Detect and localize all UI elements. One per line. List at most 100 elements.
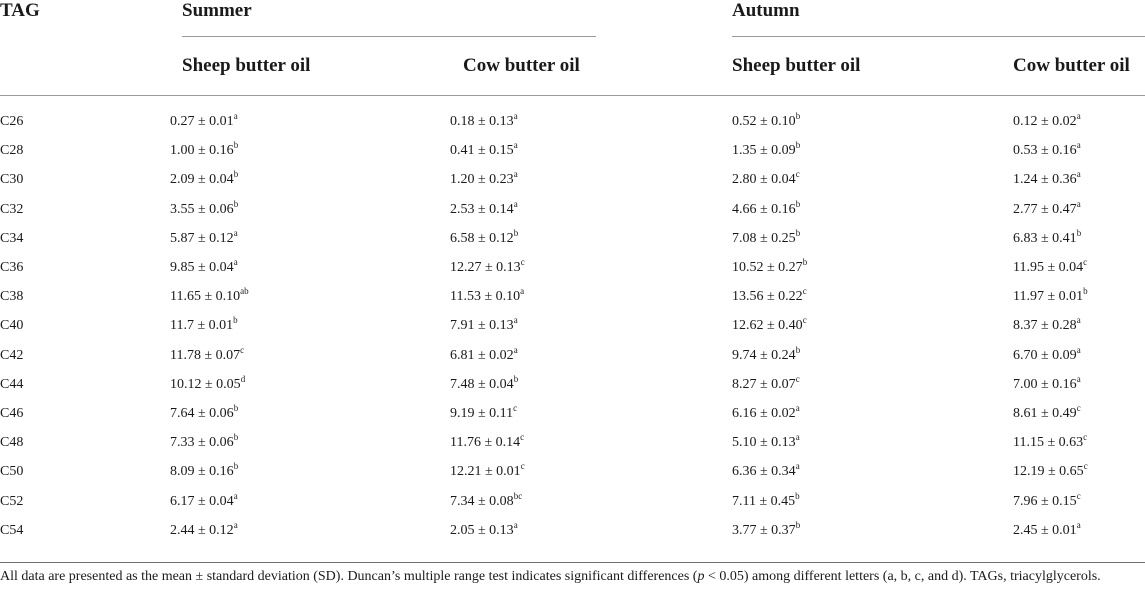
cell-value: 11.78 ± 0.07 bbox=[170, 348, 241, 363]
table-cell: 1.00 ± 0.16b bbox=[170, 140, 239, 159]
cell-superscript: a bbox=[1076, 315, 1081, 325]
row-tag: C44 bbox=[0, 377, 24, 392]
table-cell: 11.53 ± 0.10a bbox=[450, 286, 525, 305]
cell-value: 2.77 ± 0.47 bbox=[1013, 202, 1077, 217]
cell-value: 1.35 ± 0.09 bbox=[732, 143, 796, 158]
cell-superscript: b bbox=[795, 140, 801, 150]
cell-superscript: b bbox=[233, 461, 239, 471]
cell-value: 0.52 ± 0.10 bbox=[732, 114, 796, 129]
cell-superscript: c bbox=[795, 374, 800, 384]
table-cell: 7.00 ± 0.16a bbox=[1013, 375, 1081, 393]
cell-value: 9.19 ± 0.11 bbox=[450, 406, 514, 421]
table-cell: 12.62 ± 0.40c bbox=[732, 316, 807, 334]
cell-superscript: b bbox=[1083, 286, 1088, 296]
table-cell: 7.11 ± 0.45b bbox=[732, 492, 800, 510]
table-cell: 8.61 ± 0.49c bbox=[1013, 404, 1081, 422]
cell-superscript: b bbox=[233, 169, 239, 179]
cell-value: 11.95 ± 0.04 bbox=[1013, 260, 1084, 275]
cell-value: 3.77 ± 0.37 bbox=[732, 523, 796, 538]
cell-superscript: a bbox=[233, 491, 238, 501]
cell-value: 10.52 ± 0.27 bbox=[732, 260, 803, 275]
cell-superscript: b bbox=[513, 228, 519, 238]
header-tag: TAG bbox=[0, 0, 40, 21]
cell-superscript: a bbox=[520, 286, 525, 296]
cell-value: 1.24 ± 0.36 bbox=[1013, 172, 1077, 187]
cell-value: 8.27 ± 0.07 bbox=[732, 377, 796, 392]
cell-superscript: a bbox=[233, 111, 238, 121]
table-cell: 7.64 ± 0.06b bbox=[170, 403, 239, 422]
cell-value: 7.91 ± 0.13 bbox=[450, 318, 514, 333]
cell-superscript: a bbox=[795, 403, 800, 413]
cell-value: 7.96 ± 0.15 bbox=[1013, 494, 1077, 509]
cell-value: 7.11 ± 0.45 bbox=[732, 494, 796, 509]
cell-superscript: c bbox=[1083, 432, 1088, 442]
cell-superscript: a bbox=[513, 520, 518, 530]
table-cell: 11.76 ± 0.14c bbox=[450, 432, 525, 451]
table-cell: 2.77 ± 0.47a bbox=[1013, 200, 1081, 218]
cell-value: 6.36 ± 0.34 bbox=[732, 464, 796, 479]
row-tag: C48 bbox=[0, 435, 24, 450]
cell-superscript: c bbox=[795, 169, 800, 179]
header-summer-cow: Cow butter oil bbox=[463, 55, 580, 76]
table-cell: 0.52 ± 0.10b bbox=[732, 112, 800, 130]
cell-value: 7.64 ± 0.06 bbox=[170, 406, 234, 421]
cell-superscript: a bbox=[1076, 111, 1081, 121]
header-rule bbox=[0, 95, 1145, 96]
cell-superscript: b bbox=[233, 199, 239, 209]
row-tag: C34 bbox=[0, 231, 24, 246]
table-cell: 1.35 ± 0.09b bbox=[732, 140, 801, 159]
cell-value: 11.76 ± 0.14 bbox=[450, 435, 521, 450]
cell-superscript: b bbox=[233, 140, 239, 150]
header-autumn-sheep: Sheep butter oil bbox=[732, 55, 861, 76]
cell-value: 11.7 ± 0.01 bbox=[170, 318, 234, 333]
cell-value: 8.61 ± 0.49 bbox=[1013, 406, 1077, 421]
cell-superscript: a bbox=[513, 111, 518, 121]
cell-superscript: b bbox=[513, 374, 519, 384]
header-summer-sheep: Sheep butter oil bbox=[182, 55, 311, 76]
table-cell: 6.83 ± 0.41b bbox=[1013, 229, 1081, 247]
cell-value: 8.37 ± 0.28 bbox=[1013, 318, 1077, 333]
cell-superscript: c bbox=[520, 257, 525, 267]
table-cell: 7.96 ± 0.15c bbox=[1013, 492, 1081, 510]
cell-value: 0.12 ± 0.02 bbox=[1013, 114, 1077, 129]
cell-superscript: a bbox=[1076, 140, 1081, 150]
cell-value: 11.53 ± 0.10 bbox=[450, 289, 521, 304]
table-cell: 11.78 ± 0.07c bbox=[170, 345, 245, 364]
cell-superscript: b bbox=[233, 432, 239, 442]
cell-superscript: c bbox=[240, 345, 245, 355]
table-cell: 2.45 ± 0.01a bbox=[1013, 521, 1081, 539]
cell-superscript: bc bbox=[513, 491, 523, 501]
cell-value: 2.45 ± 0.01 bbox=[1013, 523, 1077, 538]
cell-value: 10.12 ± 0.05 bbox=[170, 377, 241, 392]
row-tag: C38 bbox=[0, 289, 24, 304]
table-cell: 6.16 ± 0.02a bbox=[732, 403, 800, 422]
cell-value: 7.48 ± 0.04 bbox=[450, 377, 514, 392]
table-cell: 3.55 ± 0.06b bbox=[170, 199, 239, 218]
cell-value: 12.27 ± 0.13 bbox=[450, 260, 521, 275]
cell-value: 12.62 ± 0.40 bbox=[732, 318, 803, 333]
table-cell: 6.36 ± 0.34a bbox=[732, 462, 800, 480]
row-tag: C50 bbox=[0, 464, 24, 479]
cell-superscript: a bbox=[233, 228, 238, 238]
table-cell: 7.91 ± 0.13a bbox=[450, 315, 518, 334]
table-cell: 7.08 ± 0.25b bbox=[732, 229, 800, 247]
cell-value: 6.83 ± 0.41 bbox=[1013, 231, 1077, 246]
cell-superscript: c bbox=[1083, 461, 1088, 471]
table-cell: 13.56 ± 0.22c bbox=[732, 286, 807, 305]
cell-value: 1.20 ± 0.23 bbox=[450, 172, 514, 187]
table-cell: 7.33 ± 0.06b bbox=[170, 432, 239, 451]
row-tag: C32 bbox=[0, 202, 24, 217]
cell-superscript: b bbox=[233, 403, 239, 413]
cell-superscript: b bbox=[795, 345, 801, 355]
footnote-text-2: < 0.05) among different letters (a, b, c… bbox=[704, 569, 1101, 584]
cell-value: 7.33 ± 0.06 bbox=[170, 435, 234, 450]
cell-superscript: c bbox=[802, 286, 807, 296]
cell-superscript: ab bbox=[240, 286, 249, 296]
cell-superscript: a bbox=[513, 315, 518, 325]
table-cell: 0.53 ± 0.16a bbox=[1013, 140, 1081, 159]
cell-value: 6.70 ± 0.09 bbox=[1013, 348, 1077, 363]
cell-superscript: a bbox=[513, 199, 518, 209]
row-tag: C26 bbox=[0, 114, 24, 129]
cell-superscript: c bbox=[520, 432, 525, 442]
